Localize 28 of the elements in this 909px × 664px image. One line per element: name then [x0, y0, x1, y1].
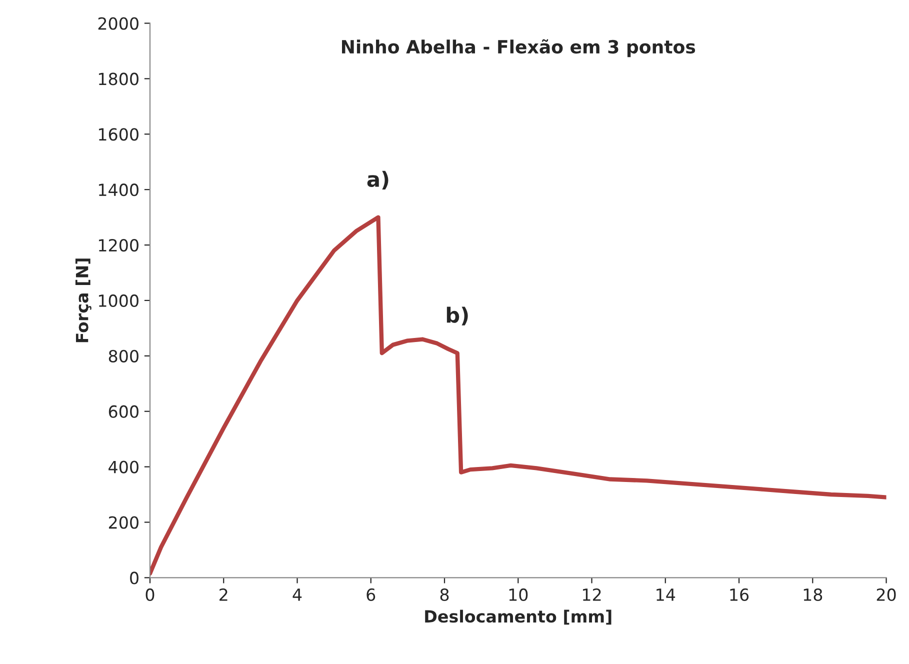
- x-tick-label: 20: [876, 588, 896, 601]
- y-tick-label: 400: [108, 460, 138, 474]
- y-tick-label: 1400: [98, 184, 138, 196]
- x-tick-label: 14: [656, 588, 676, 601]
- x-tick-label: 10: [509, 588, 528, 601]
- x-tick-label: 4: [292, 588, 302, 601]
- y-tick-label: 1800: [98, 72, 138, 86]
- annotation: a): [367, 170, 388, 190]
- x-axis-title: Deslocamento [mm]: [425, 610, 612, 625]
- y-tick-label: 2000: [98, 17, 138, 30]
- x-tick-label: 8: [440, 588, 449, 601]
- annotation: b): [446, 306, 468, 326]
- y-tick-label: 1000: [98, 294, 138, 308]
- y-tick-label: 600: [108, 405, 138, 418]
- y-tick-label: 1200: [98, 238, 138, 252]
- x-tick-label: 6: [366, 588, 376, 601]
- x-tick-label: 0: [146, 588, 154, 601]
- y-tick-label: 200: [108, 516, 138, 529]
- x-tick-label: 2: [220, 588, 228, 601]
- line-series: [150, 215, 886, 576]
- y-tick-label: 1600: [98, 128, 138, 141]
- y-axis-title: Força [N]: [75, 258, 92, 342]
- text: Ninho Abelha - Flexão em 3 pontos: [342, 39, 696, 58]
- x-tick-label: 16: [730, 588, 749, 601]
- y-tick-label: 0: [130, 572, 138, 584]
- x-tick-label: 12: [582, 588, 601, 601]
- y-tick-label: 800: [108, 350, 138, 362]
- x-tick-label: 18: [804, 588, 822, 601]
